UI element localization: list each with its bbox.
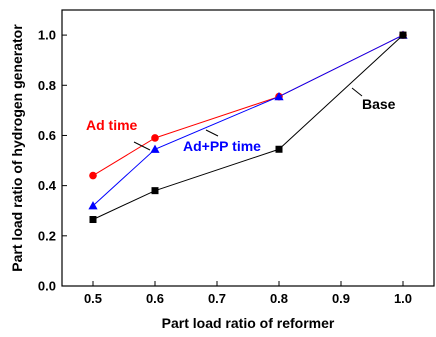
y-tick-label: 0.0 [38,279,56,294]
pointer-base [351,87,363,97]
data-point-base [151,187,159,195]
pointer-ad-pp-time [205,129,219,137]
data-point-ad-pp-time [88,201,98,210]
y-axis-title: Part load ratio of hydrogen generator [9,24,25,272]
label-base: Base [362,96,396,112]
x-axis-ticks: 0.5 0.6 0.7 0.8 0.9 1.0 [84,281,412,306]
series-layer [88,30,408,224]
data-point-base [275,145,283,153]
x-tick-label: 0.9 [332,291,350,306]
pointer-ad-time [133,141,151,151]
data-point-ad-pp-time [274,91,284,101]
x-tick-label: 0.6 [146,291,164,306]
x-tick-label: 0.8 [270,291,288,306]
x-tick-label: 0.7 [208,291,226,306]
y-tick-label: 0.4 [38,178,57,193]
y-tick-label: 1.0 [38,28,56,43]
series-line-ad-pp-time [92,34,404,207]
y-tick-label: 0.6 [38,128,56,143]
series-line-base [92,34,404,220]
y-tick-label: 0.8 [38,78,56,93]
x-tick-label: 0.5 [84,291,102,306]
x-tick-label: 1.0 [394,291,412,306]
data-point-ad-pp-time [150,144,160,153]
data-point-base [399,31,407,39]
data-point-ad-time [151,134,159,142]
plot-area-frame [61,9,435,287]
series-line-ad-time [92,34,404,177]
y-axis-ticks: 0.0 0.2 0.4 0.6 0.8 1.0 [38,28,67,294]
label-ad-pp-time: Ad+PP time [183,138,261,154]
x-axis-title: Part load ratio of reformer [162,315,335,331]
data-point-ad-time [89,171,97,180]
y-tick-label: 0.2 [38,228,56,243]
data-point-base [89,216,97,224]
label-ad-time: Ad time [86,117,138,133]
